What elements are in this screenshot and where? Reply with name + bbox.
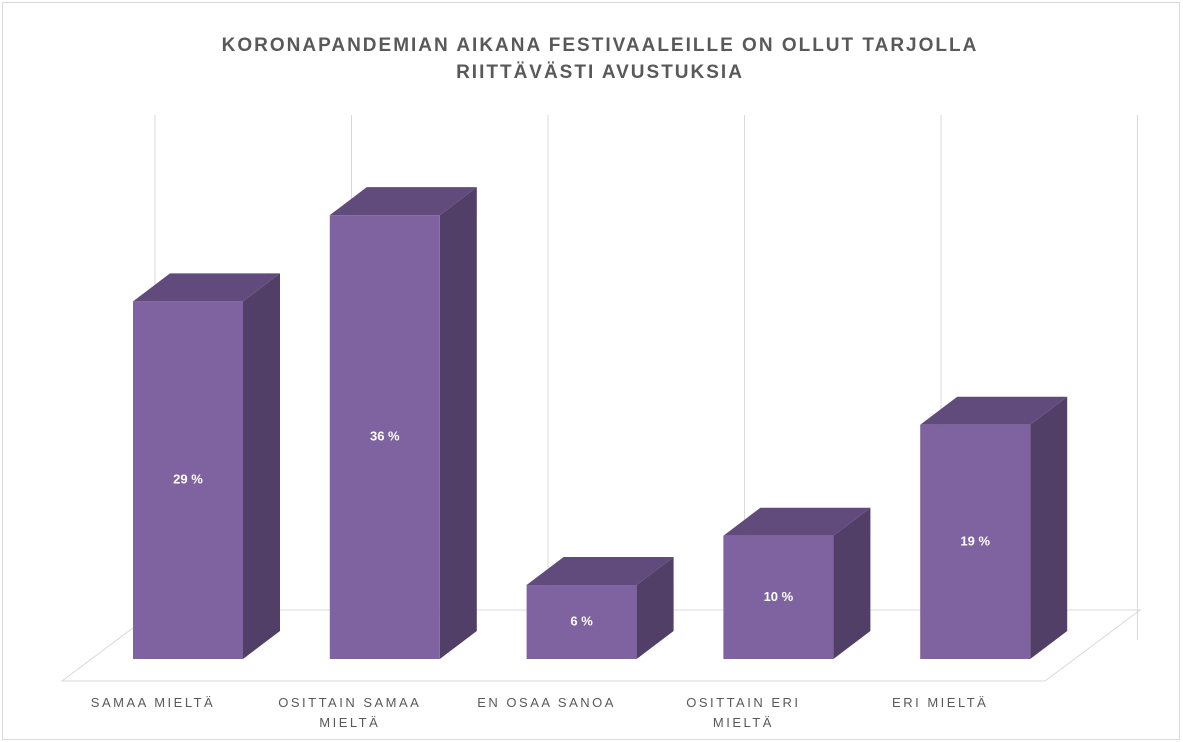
data-label: 6 %	[570, 613, 593, 628]
x-tick-label: ERI MIELTÄ	[892, 695, 989, 710]
bar-side	[1030, 396, 1068, 659]
data-label: 29 %	[173, 472, 203, 487]
x-tick-label: SAMAA MIELTÄ	[90, 695, 216, 710]
bar	[920, 424, 1031, 659]
data-label: 19 %	[960, 533, 990, 548]
bar-side	[439, 187, 477, 659]
bar-top	[723, 507, 871, 536]
bar-side	[636, 557, 674, 659]
x-tick-label: OSITTAIN SAMAA MIELTÄ	[278, 695, 422, 730]
bar-top	[526, 557, 674, 586]
bar	[133, 301, 243, 659]
bar-top	[920, 396, 1068, 425]
bar	[329, 215, 440, 659]
bar-side	[243, 273, 280, 659]
bar	[526, 585, 637, 659]
bar	[723, 535, 834, 659]
floor	[60, 609, 1142, 682]
data-label: 10 %	[764, 589, 794, 604]
x-tick-label: EN OSAA SANOA	[477, 695, 616, 710]
data-label: 36 %	[370, 428, 400, 443]
x-tick-label: OSITTAIN ERI MIELTÄ	[686, 695, 801, 730]
bar-side	[833, 507, 871, 659]
chart-title: KORONAPANDEMIAN AIKANA FESTIVAALEILLE ON…	[221, 35, 979, 83]
bar-top	[133, 273, 280, 302]
bar-top	[329, 187, 477, 216]
